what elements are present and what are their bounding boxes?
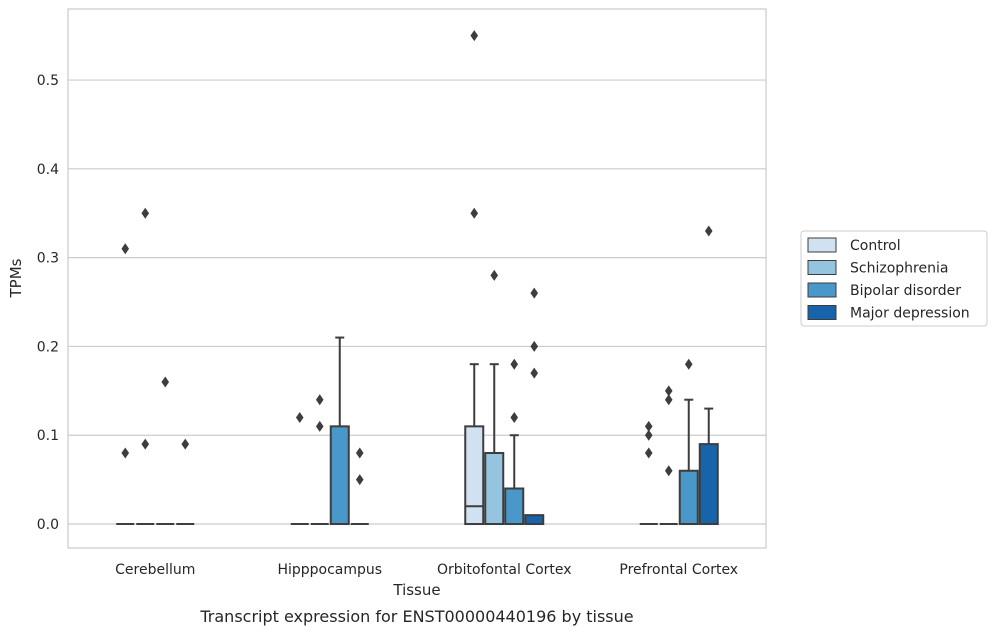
flier-point (141, 438, 150, 450)
flier-point (664, 465, 673, 477)
fliers-layer (121, 30, 713, 486)
box-bipolar-disorder (504, 434, 525, 526)
box-major-depression (698, 407, 719, 526)
grid-lines (68, 79, 766, 525)
y-tick-label: 0.4 (37, 162, 59, 178)
flier-point (470, 207, 479, 219)
box-bipolar-disorder (329, 336, 350, 526)
box-iqr (484, 451, 505, 526)
flier-point (315, 420, 324, 432)
flier-point (644, 447, 653, 459)
box-iqr (698, 443, 719, 526)
legend-label: Control (850, 238, 901, 254)
legend-swatch (807, 305, 837, 320)
x-axis-label: Tissue (392, 581, 440, 599)
y-tick-label: 0.1 (37, 428, 59, 444)
flier-point (664, 394, 673, 406)
flier-point (181, 438, 190, 450)
flier-point (684, 358, 693, 370)
box-iqr (678, 469, 699, 526)
box-iqr (464, 425, 485, 526)
legend-label: Bipolar disorder (850, 283, 961, 299)
flier-point (530, 287, 539, 299)
x-tick-labels: Cerebellum Hipppocampus Orbitofontal Corte… (115, 562, 738, 578)
legend-frame (800, 230, 988, 327)
y-axis-label: TPMs (7, 258, 25, 298)
legend: Control Schizophrenia Bipolar disorder Majo… (800, 230, 988, 327)
flier-point (470, 30, 479, 42)
y-tick-labels: 0.0 0.1 0.2 0.3 0.4 0.5 (37, 73, 59, 533)
flier-point (704, 225, 713, 237)
flier-point (664, 385, 673, 397)
flier-point (121, 447, 130, 459)
legend-swatch (807, 260, 837, 275)
y-tick-label: 0.5 (37, 73, 59, 89)
flier-point (490, 269, 499, 281)
flier-point (510, 411, 519, 423)
flier-point (510, 358, 519, 370)
box-iqr (329, 425, 350, 526)
box-control (464, 363, 485, 526)
flier-point (315, 394, 324, 406)
y-tick-label: 0.3 (37, 251, 59, 267)
chart-title: Transcript expression for ENST0000044019… (199, 607, 633, 626)
x-tick-label: Prefrontal Cortex (619, 562, 738, 578)
legend-swatch (807, 282, 837, 298)
boxes-layer (116, 336, 719, 526)
flier-point (355, 474, 364, 486)
flier-point (644, 429, 653, 441)
x-tick-label: Hipppocampus (277, 562, 382, 578)
y-tick-label: 0.2 (37, 339, 59, 355)
flier-point (530, 340, 539, 352)
box-iqr (504, 487, 525, 526)
flier-point (121, 243, 130, 255)
box-schizophrenia (484, 363, 505, 526)
x-tick-label: Orbitofontal Cortex (437, 562, 572, 578)
flier-point (161, 376, 170, 388)
legend-label: Schizophrenia (850, 261, 948, 277)
plot-frame (67, 8, 767, 549)
legend-label: Major depression (850, 306, 970, 322)
flier-point (530, 367, 539, 379)
flier-point (355, 447, 364, 459)
box-bipolar-disorder (678, 398, 699, 526)
flier-point (141, 207, 150, 219)
y-tick-label: 0.0 (37, 517, 59, 533)
box-iqr (524, 514, 545, 526)
x-tick-label: Cerebellum (115, 562, 195, 578)
flier-point (644, 420, 653, 432)
flier-point (295, 411, 304, 423)
box-major-depression (524, 514, 545, 526)
legend-swatch (807, 237, 837, 253)
